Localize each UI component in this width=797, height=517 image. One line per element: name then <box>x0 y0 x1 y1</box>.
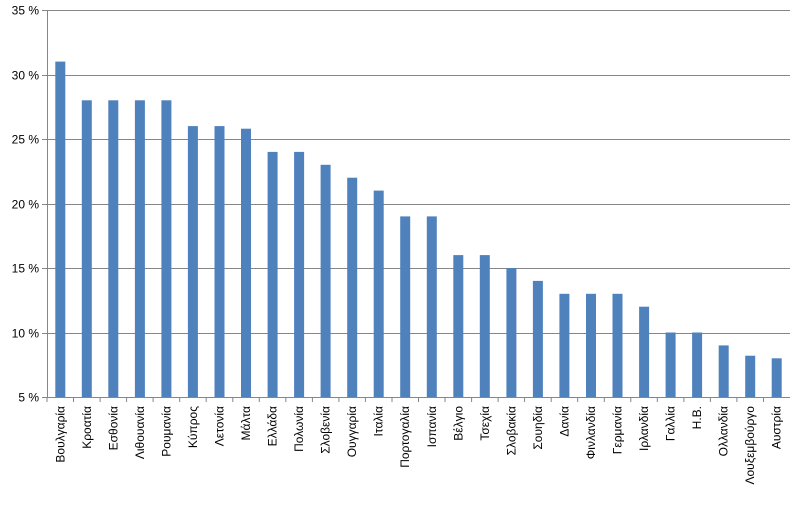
category-label: Λετονία <box>213 406 227 446</box>
category-label: Ιρλανδία <box>637 406 651 451</box>
bar <box>771 358 782 397</box>
category-label: Γαλλία <box>664 406 678 441</box>
category-label: Ρουμανία <box>159 406 173 457</box>
category-label: Δανία <box>557 406 571 437</box>
bar <box>559 293 570 397</box>
category-label: Φινλανδία <box>584 406 598 459</box>
category-label: Βέλγιο <box>451 406 465 441</box>
y-tick-label: 25 % <box>12 133 40 147</box>
category-label: Ελλάδα <box>266 406 280 446</box>
category-label: Η.Β. <box>690 406 704 429</box>
y-tick-label: 5 % <box>18 391 39 405</box>
category-labels: Βουλγαρία Κροατία Εσθονία Λιθουανία Ρουμανία… <box>53 406 783 485</box>
bar <box>506 268 517 397</box>
y-tick-labels: 5 % 10 % 15 % 20 % 25 % 30 % 35 % <box>12 4 40 405</box>
category-label: Αυστρία <box>770 406 784 449</box>
bar <box>320 164 331 397</box>
category-label: Λιθουανία <box>133 406 147 459</box>
bar <box>241 128 251 397</box>
bar <box>426 216 437 397</box>
bar <box>665 332 676 397</box>
bar <box>639 306 650 397</box>
axes <box>42 10 790 402</box>
category-label: Πολωνία <box>292 406 306 452</box>
bar <box>400 216 411 397</box>
bar <box>586 293 596 397</box>
category-label: Ισπανία <box>425 406 439 447</box>
category-label: Κροατία <box>80 406 94 449</box>
bar <box>718 345 729 397</box>
category-label: Πορτογαλία <box>398 406 412 468</box>
bars <box>55 61 782 398</box>
y-tick-label: 20 % <box>12 198 40 212</box>
bar <box>745 355 756 397</box>
category-label: Σουηδία <box>531 406 545 450</box>
y-tick-label: 35 % <box>12 4 40 18</box>
category-label: Εσθονία <box>106 406 120 450</box>
bar <box>347 177 358 397</box>
y-tick-label: 30 % <box>12 69 40 83</box>
category-label: Κύπρος <box>186 406 200 448</box>
bar <box>692 332 703 397</box>
category-label: Γερμανία <box>611 406 625 454</box>
category-label: Ουγγαρία <box>345 406 359 457</box>
bar <box>81 100 92 398</box>
category-label: Σλοβενία <box>319 406 333 454</box>
bar <box>267 151 278 397</box>
y-tick-label: 10 % <box>12 327 40 341</box>
bar <box>55 61 66 397</box>
bar <box>134 100 145 398</box>
bar <box>373 190 384 397</box>
bar <box>294 151 305 397</box>
category-label: Βουλγαρία <box>53 406 67 463</box>
category-label: Λουξεμβούργο <box>743 406 757 485</box>
category-label: Σλοβακία <box>504 406 518 455</box>
bar <box>161 100 172 398</box>
bar <box>612 293 623 397</box>
category-label: Μάλτα <box>239 406 253 441</box>
bar <box>532 280 543 397</box>
category-label: Τσεχία <box>478 406 492 441</box>
bar <box>187 126 198 397</box>
y-tick-label: 15 % <box>12 262 40 276</box>
category-label: Ιταλία <box>372 406 386 437</box>
bar <box>479 255 490 397</box>
bar <box>214 126 225 397</box>
bar <box>453 255 464 397</box>
gridlines <box>47 10 790 334</box>
bar <box>108 100 119 398</box>
category-label: Ολλανδία <box>717 406 731 456</box>
